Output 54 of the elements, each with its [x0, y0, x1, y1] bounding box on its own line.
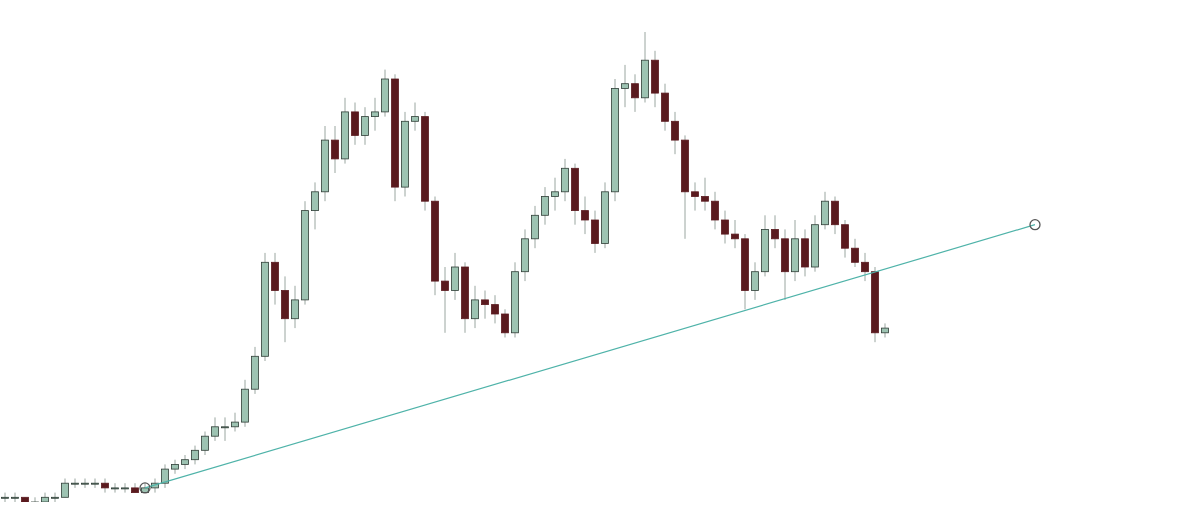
- candlestick: [851, 238, 859, 268]
- candlestick: [221, 416, 229, 442]
- candlestick: [621, 64, 629, 108]
- candlestick: [491, 294, 499, 324]
- candlestick: [831, 196, 839, 235]
- candlestick: [31, 496, 39, 502]
- candlestick: [181, 454, 189, 470]
- candlestick: [211, 416, 219, 442]
- candlestick: [481, 290, 489, 320]
- candlestick: [531, 205, 539, 249]
- candlestick: [841, 219, 849, 259]
- candlestick: [751, 261, 759, 301]
- candlestick: [501, 308, 509, 338]
- candlestick: [361, 106, 369, 146]
- candlestick: [11, 492, 19, 502]
- candlestick: [631, 73, 639, 113]
- candlestick: [451, 252, 459, 301]
- candlestick: [671, 111, 679, 155]
- candlestick: [371, 97, 379, 132]
- candlestick: [111, 482, 119, 494]
- candlestick: [471, 285, 479, 329]
- candlestick: [441, 266, 449, 334]
- candlestick: [291, 285, 299, 329]
- candlestick: [101, 478, 109, 494]
- candlestick: [731, 219, 739, 249]
- candlestick: [551, 177, 559, 212]
- candlestick: [771, 214, 779, 249]
- candlestick: [91, 478, 99, 489]
- candlestick: [561, 158, 569, 202]
- candlestick: [231, 412, 239, 432]
- candlestick: [121, 482, 129, 494]
- candlestick: [201, 431, 209, 456]
- candlestick: [161, 463, 169, 489]
- candlestick: [171, 459, 179, 475]
- candlestick: [331, 125, 339, 174]
- candlestick: [1, 492, 9, 502]
- candlestick: [701, 177, 709, 212]
- candlestick: [591, 210, 599, 254]
- candlestick: [721, 210, 729, 244]
- candlestick: [711, 191, 719, 230]
- candlestick: [81, 478, 89, 489]
- candlestick: [541, 186, 549, 226]
- candlestick: [311, 181, 319, 230]
- candlestick: [51, 492, 59, 502]
- candlestick: [881, 322, 889, 338]
- candlestick: [821, 191, 829, 230]
- candlestick: [71, 478, 79, 489]
- candlestick: [191, 445, 199, 465]
- candlestick: [861, 252, 869, 282]
- candlestick: [351, 102, 359, 146]
- candlestick: [691, 181, 699, 212]
- candlestick: [411, 102, 419, 132]
- candlestick: [61, 478, 69, 498]
- candlestick: [581, 196, 589, 235]
